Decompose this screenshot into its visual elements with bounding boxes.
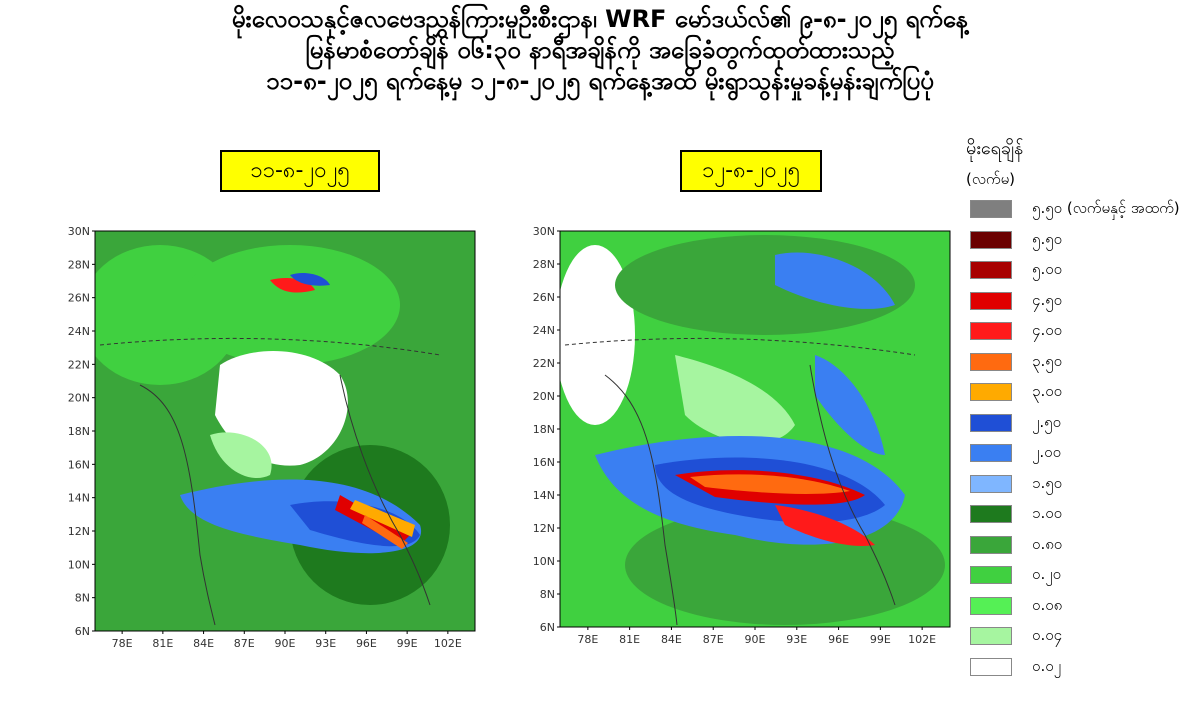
lat-tick-label: 6N — [540, 621, 555, 634]
legend-swatch — [970, 627, 1012, 645]
legend-label: ၃.၅၀ — [1032, 351, 1063, 370]
lat-tick-label: 28N — [68, 258, 90, 271]
legend-label: ၁.၅၀ — [1032, 473, 1063, 492]
legend-label: ၄.၀၀ — [1032, 321, 1063, 339]
legend-swatch — [970, 200, 1012, 218]
lat-tick-label: 6N — [75, 625, 90, 638]
lat-tick-label: 12N — [533, 522, 555, 535]
lat-tick-label: 22N — [533, 357, 555, 370]
legend-swatch — [970, 413, 1012, 432]
legend-swatch — [970, 535, 1012, 554]
legend-swatch — [970, 352, 1012, 371]
lon-tick-label: 87E — [234, 637, 255, 650]
lat-tick-label: 12N — [68, 525, 90, 538]
legend-swatch — [970, 596, 1012, 615]
legend-label: ၁.၀၀ — [1032, 504, 1063, 522]
lon-tick-label: 87E — [703, 633, 724, 646]
rainfall-map-2: 30N 28N 26N 24N 22N 20N 18N 16N 14N 12N 10N 8N 6N 78… — [533, 225, 951, 646]
lon-tick-label: 78E — [112, 637, 133, 650]
legend-label: ၅.၅၀ — [1032, 229, 1063, 248]
legend-swatch — [970, 474, 1012, 493]
lat-tick-label: 18N — [68, 425, 90, 438]
legend-label: ၄.၅၀ — [1032, 290, 1063, 309]
lon-tick-label: 99E — [870, 633, 891, 646]
date-label-map-1: ၁၁-၈-၂၀၂၅ — [220, 150, 380, 192]
lon-tick-label: 78E — [577, 633, 598, 646]
lon-tick-label: 96E — [828, 633, 849, 646]
lon-tick-label: 102E — [434, 637, 462, 650]
lat-tick-label: 28N — [533, 258, 555, 271]
date-label-map-2: ၁၂-၈-၂၀၂၅ — [680, 150, 822, 192]
lat-tick-label: 20N — [533, 390, 555, 403]
title-line-3: ၁၁-၈-၂၀၂၅ ရက်နေ့မှ ၁၂-၈-၂၀၂၅ ရက်နေ့အထိ မ… — [266, 67, 934, 95]
legend-swatch — [970, 322, 1012, 340]
legend-label: ၀.၀၈ — [1032, 595, 1063, 614]
map-title: မိုးလေဝသနှင့်ဇလဗေဒညွှန်ကြားမှုဦးစီးဌာန၊ … — [0, 4, 1200, 97]
lon-tick-label: 93E — [786, 633, 807, 646]
lat-tick-label: 26N — [533, 291, 555, 304]
lon-tick-label: 81E — [152, 637, 173, 650]
lat-tick-label: 8N — [75, 592, 90, 605]
legend-swatch — [970, 444, 1012, 462]
lat-tick-label: 24N — [533, 324, 555, 337]
legend-label: ၂.၅၀ — [1032, 412, 1062, 431]
lon-tick-label: 90E — [745, 633, 766, 646]
lon-tick-label: 90E — [275, 637, 296, 650]
legend-swatch — [970, 505, 1012, 523]
lat-tick-label: 20N — [68, 392, 90, 405]
legend-swatch — [970, 566, 1012, 584]
legend-label: ၅.၅၀ (လက်မနှင့် အထက်) — [1032, 199, 1180, 217]
legend-label: ၀.၀၂ — [1032, 656, 1062, 675]
legend-label: ၀.၀၄ — [1032, 626, 1063, 644]
legend-label: ၂.၀၀ — [1032, 443, 1062, 461]
legend-swatch — [970, 291, 1012, 310]
lon-tick-label: 96E — [356, 637, 377, 650]
lat-tick-label: 16N — [68, 458, 90, 471]
lon-tick-label: 84E — [193, 637, 214, 650]
lat-tick-label: 18N — [533, 423, 555, 436]
legend-label: ၀.၂၀ — [1032, 565, 1062, 583]
legend-swatch — [970, 383, 1012, 401]
lat-tick-label: 16N — [533, 456, 555, 469]
lat-tick-label: 10N — [68, 558, 90, 571]
lat-tick-label: 24N — [68, 325, 90, 338]
lat-tick-label: 30N — [68, 225, 90, 238]
legend-label: ၅.၀၀ — [1032, 260, 1063, 278]
lat-tick-label: 14N — [68, 492, 90, 505]
lat-tick-label: 10N — [533, 555, 555, 568]
lat-tick-label: 14N — [533, 489, 555, 502]
lon-tick-label: 102E — [908, 633, 936, 646]
legend-swatch — [970, 261, 1012, 279]
lat-tick-label: 30N — [533, 225, 555, 238]
legend-swatch — [970, 657, 1012, 676]
legend-title: မိုးရေချိန် — [966, 138, 1024, 159]
lat-tick-label: 26N — [68, 292, 90, 305]
lon-tick-label: 99E — [397, 637, 418, 650]
legend-label: ၀.၈၀ — [1032, 534, 1063, 553]
lon-tick-label: 93E — [315, 637, 336, 650]
lon-tick-label: 81E — [619, 633, 640, 646]
lat-tick-label: 8N — [540, 588, 555, 601]
lon-tick-label: 84E — [661, 633, 682, 646]
title-line-2: မြန်မာစံတော်ချိန် ၀၆:၃၀ နာရီအချိန်ကို အခ… — [305, 36, 895, 64]
lat-tick-label: 22N — [68, 358, 90, 371]
legend-swatch — [970, 230, 1012, 249]
rainfall-map-1: 30N 28N 26N 24N 22N 20N 18N 16N 14N 12N 10N 8N 6N 78… — [68, 225, 476, 650]
legend-label: ၃.၀၀ — [1032, 382, 1063, 400]
title-line-1: မိုးလေဝသနှင့်ဇလဗေဒညွှန်ကြားမှုဦးစီးဌာန၊ … — [231, 5, 969, 33]
legend-unit: (လက်မ) — [966, 170, 1016, 188]
